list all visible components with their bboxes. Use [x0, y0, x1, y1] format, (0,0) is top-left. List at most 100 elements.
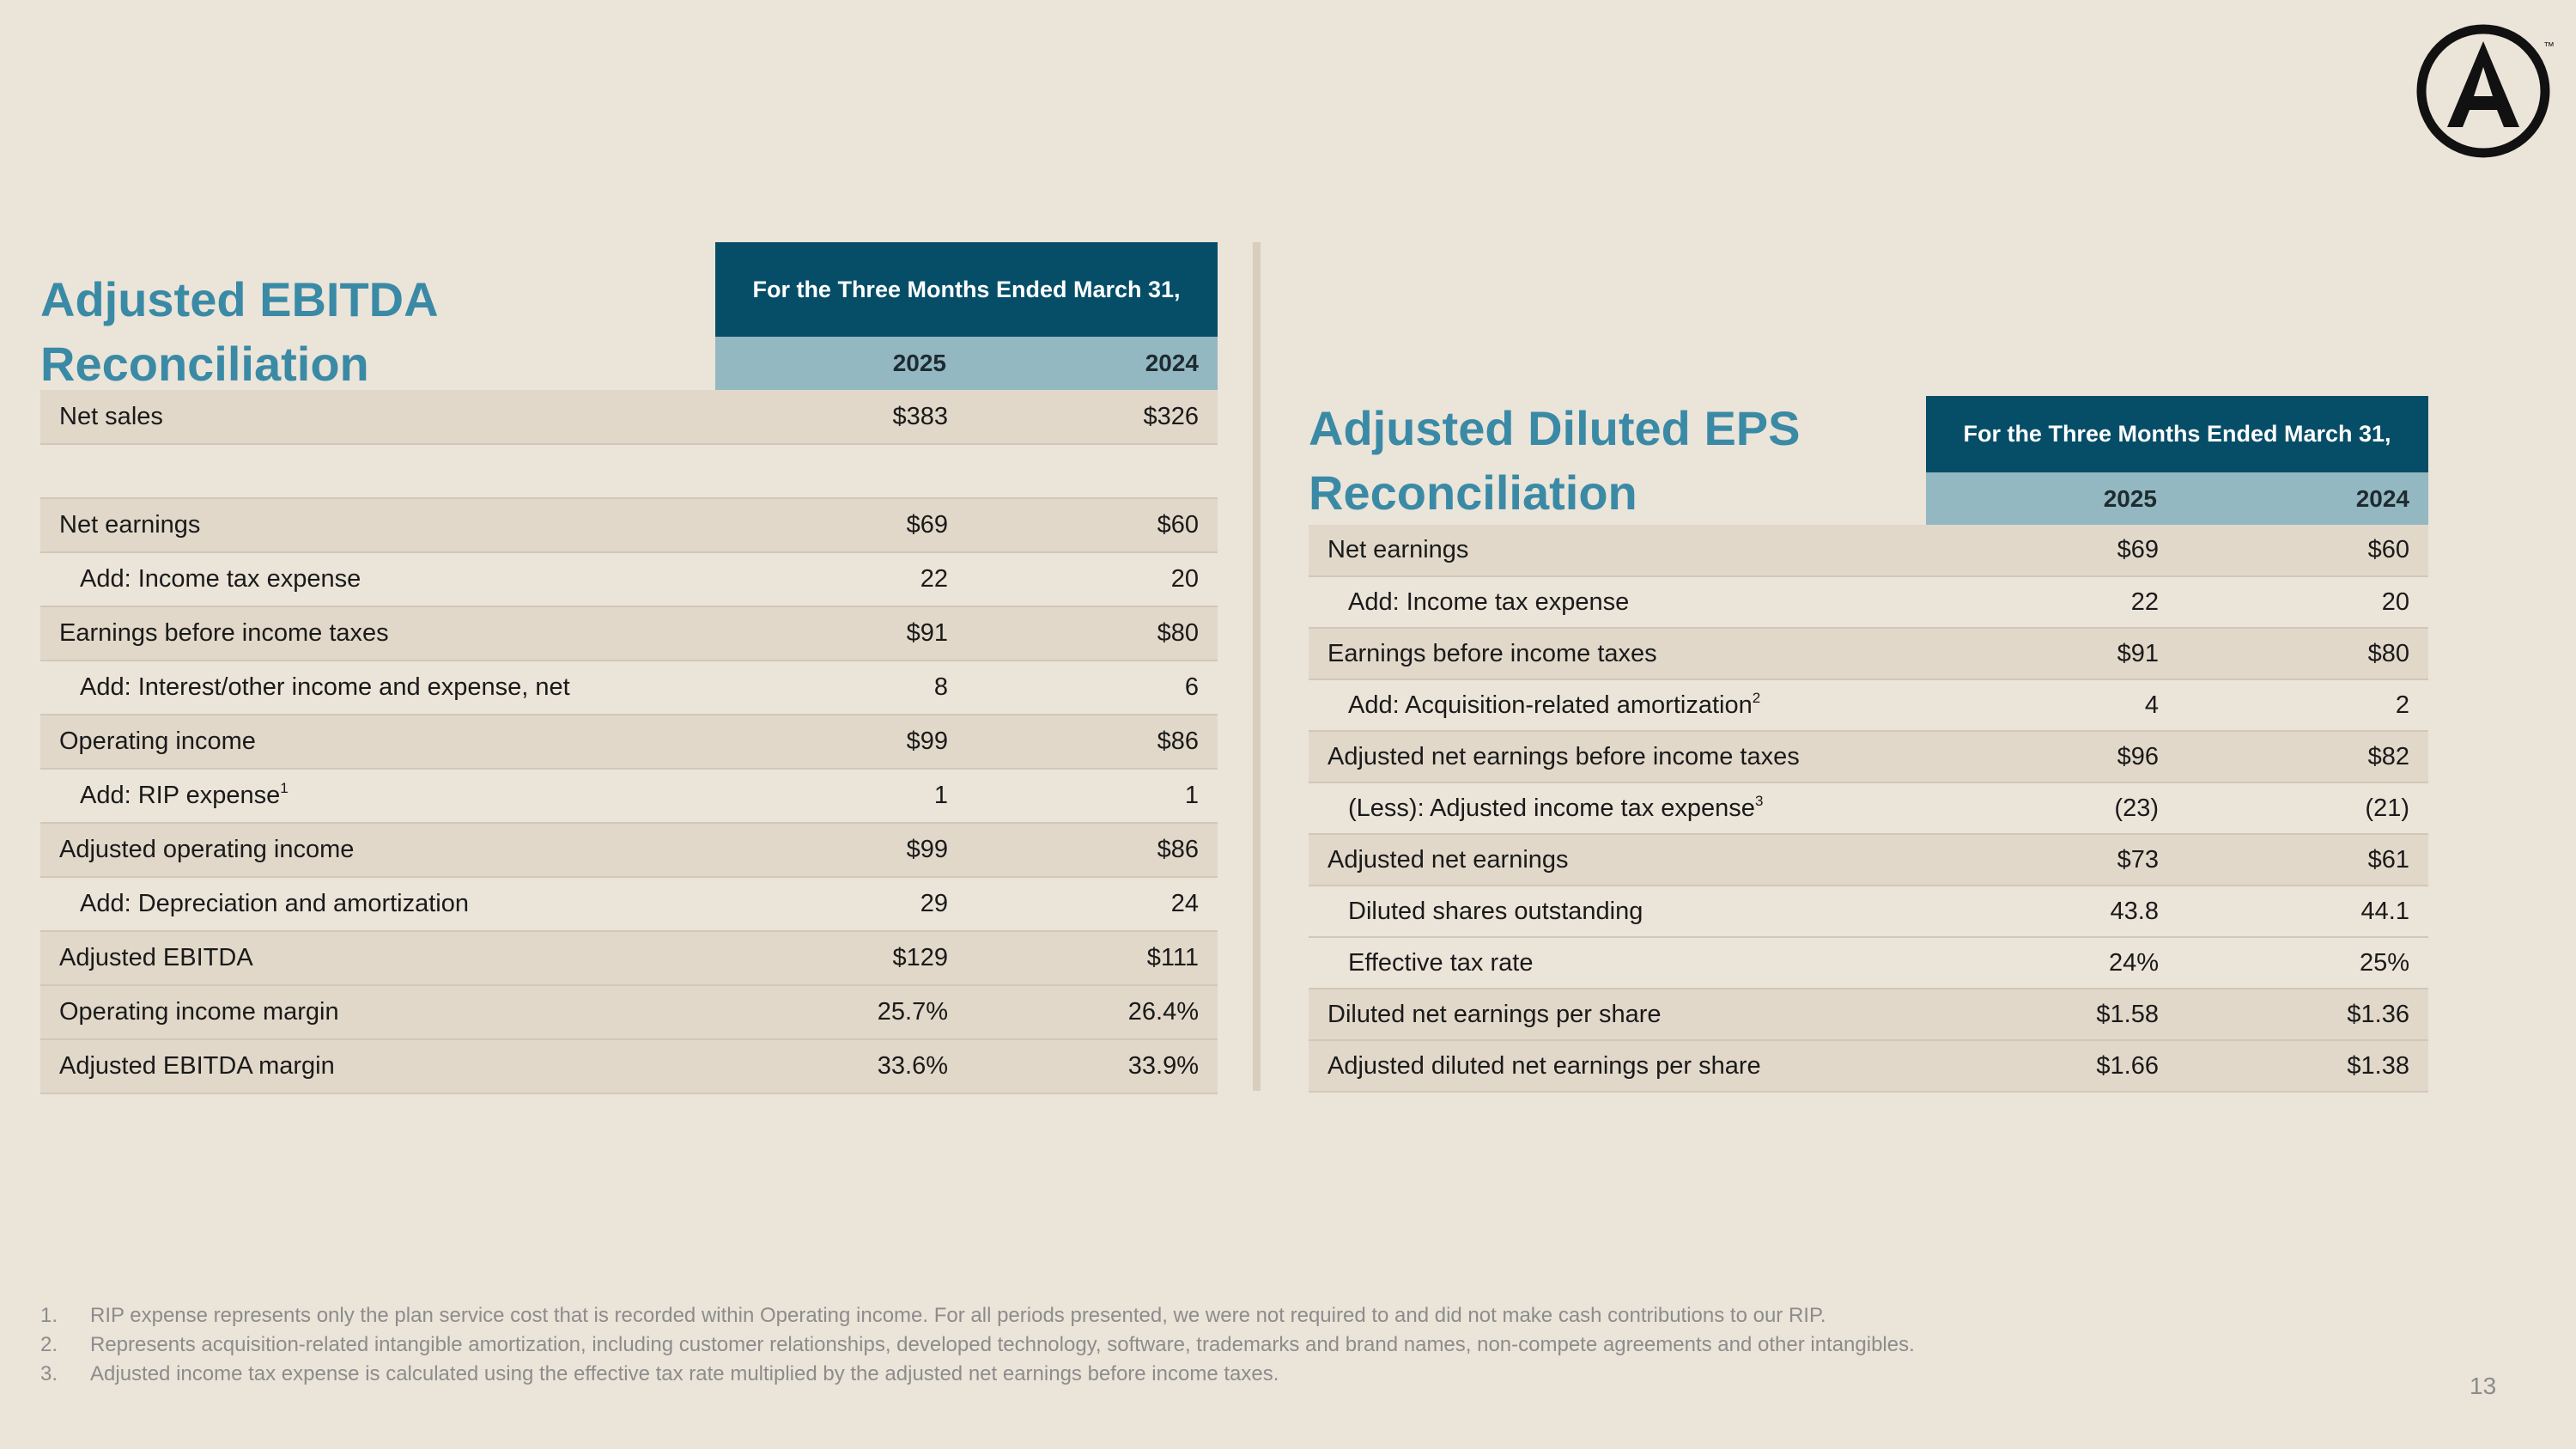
- eps-year-2025: 2025: [2103, 484, 2157, 512]
- ebitda-table: Net sales $383 $326 Net earnings $69 $60…: [40, 390, 1218, 1094]
- page-number: 13: [2470, 1373, 2497, 1399]
- footnote-ref: 3: [1754, 792, 1764, 809]
- row-label: Add: Income tax expense: [40, 552, 715, 607]
- value-2024: 25%: [2178, 937, 2428, 989]
- footnote-item: 2. Represents acquisition-related intang…: [40, 1330, 2445, 1360]
- value-2025: $1.66: [1926, 1040, 2178, 1093]
- value-2025: $73: [1926, 834, 2178, 886]
- table-row: Adjusted diluted net earnings per share …: [1309, 1040, 2428, 1093]
- value-2024: $80: [967, 606, 1218, 661]
- row-label: Earnings before income taxes: [40, 606, 715, 661]
- footnote-text: Adjusted income tax expense is calculate…: [90, 1362, 1279, 1385]
- value-2024: $60: [967, 498, 1218, 553]
- row-label: Effective tax rate: [1309, 937, 1926, 989]
- row-label: Operating income margin: [40, 985, 715, 1040]
- row-label: Add: Depreciation and amortization: [40, 877, 715, 932]
- value-2024: 20: [2178, 576, 2428, 629]
- value-2024: $80: [2178, 628, 2428, 680]
- footnote-ref: 2: [1752, 689, 1761, 706]
- value-2024: $82: [2178, 731, 2428, 783]
- row-label: Adjusted diluted net earnings per share: [1309, 1040, 1926, 1093]
- table-row: Operating income $99 $86: [40, 715, 1218, 770]
- table-row: Adjusted net earnings before income taxe…: [1309, 731, 2428, 783]
- row-label: Add: Interest/other income and expense, …: [40, 661, 715, 715]
- value-2024: $1.36: [2178, 989, 2428, 1041]
- row-label: Adjusted EBITDA: [40, 931, 715, 986]
- row-label: Net earnings: [1309, 525, 1926, 577]
- footnote-item: 3. Adjusted income tax expense is calcul…: [40, 1360, 2445, 1389]
- eps-year-header: 2025 2024: [1926, 472, 2428, 525]
- value-2025: $91: [715, 606, 967, 661]
- row-label: Diluted net earnings per share: [1309, 989, 1926, 1041]
- value-2024: $86: [967, 823, 1218, 878]
- ebitda-year-header: 2025 2024: [715, 337, 1218, 390]
- value-2025: $383: [715, 390, 967, 445]
- table-row: Operating income margin 25.7% 26.4%: [40, 985, 1218, 1040]
- value-2025: 4: [1926, 679, 2178, 732]
- value-2024: (21): [2178, 782, 2428, 835]
- value-2024: $61: [2178, 834, 2428, 886]
- value-2024: 26.4%: [967, 985, 1218, 1040]
- value-2025: $99: [715, 823, 967, 878]
- value-2024: $86: [967, 715, 1218, 770]
- company-logo: [2415, 22, 2552, 160]
- value-2025: 22: [1926, 576, 2178, 629]
- row-label: Adjusted net earnings: [1309, 834, 1926, 886]
- value-2024: 20: [967, 552, 1218, 607]
- value-2025: 24%: [1926, 937, 2178, 989]
- footnote-text: RIP expense represents only the plan ser…: [90, 1304, 1826, 1327]
- table-row: Adjusted operating income $99 $86: [40, 823, 1218, 878]
- value-2024: 24: [967, 877, 1218, 932]
- circle-a-logo-icon: [2416, 24, 2550, 158]
- value-2025: $91: [1926, 628, 2178, 680]
- row-label: Add: Income tax expense: [1309, 576, 1926, 629]
- footnote-text: Represents acquisition-related intangibl…: [90, 1333, 1915, 1356]
- ebitda-title: Adjusted EBITDA Reconciliation: [40, 272, 437, 391]
- table-row: Add: RIP expense1 1 1: [40, 769, 1218, 824]
- table-row: Net earnings $69 $60: [1309, 525, 2428, 577]
- value-2025: 33.6%: [715, 1039, 967, 1094]
- table-row: Net earnings $69 $60: [40, 498, 1218, 553]
- footnotes: 1. RIP expense represents only the plan …: [40, 1301, 2445, 1389]
- row-label-text: Add: Acquisition-related amortization: [1348, 691, 1753, 719]
- footnote-number: 2.: [40, 1333, 58, 1356]
- row-label: Adjusted operating income: [40, 823, 715, 878]
- table-row: Adjusted net earnings $73 $61: [1309, 834, 2428, 886]
- value-2024: [967, 444, 1218, 499]
- ebitda-year-2025: 2025: [892, 350, 946, 376]
- value-2025: 29: [715, 877, 967, 932]
- value-2025: 25.7%: [715, 985, 967, 1040]
- footnote-number: 1.: [40, 1304, 58, 1327]
- table-row: Diluted shares outstanding 43.8 44.1: [1309, 886, 2428, 938]
- eps-title: Adjusted Diluted EPS Reconciliation: [1309, 401, 1801, 520]
- value-2024: 2: [2178, 679, 2428, 732]
- value-2025: $129: [715, 931, 967, 986]
- table-row: Net sales $383 $326: [40, 390, 1218, 445]
- value-2025: $69: [715, 498, 967, 553]
- table-row: Add: Income tax expense 22 20: [1309, 576, 2428, 629]
- column-divider: [1253, 242, 1261, 1091]
- table-row: Diluted net earnings per share $1.58 $1.…: [1309, 989, 2428, 1041]
- row-label: Operating income: [40, 715, 715, 770]
- table-row: Add: Income tax expense 22 20: [40, 552, 1218, 607]
- table-row: (Less): Adjusted income tax expense3 (23…: [1309, 782, 2428, 835]
- value-2024: $60: [2178, 525, 2428, 577]
- value-2025: $1.58: [1926, 989, 2178, 1041]
- value-2025: 1: [715, 769, 967, 824]
- ebitda-period-header: For the Three Months Ended March 31,: [715, 242, 1218, 337]
- row-label: Diluted shares outstanding: [1309, 886, 1926, 938]
- value-2025: 22: [715, 552, 967, 607]
- eps-year-2024: 2024: [2355, 484, 2409, 512]
- value-2025: $96: [1926, 731, 2178, 783]
- table-row: Add: Depreciation and amortization 29 24: [40, 877, 1218, 932]
- eps-table: Net earnings $69 $60 Add: Income tax exp…: [1309, 525, 2428, 1093]
- row-label: Net sales: [40, 390, 715, 445]
- table-row: Add: Interest/other income and expense, …: [40, 661, 1218, 715]
- table-row: Add: Acquisition-related amortization2 4…: [1309, 679, 2428, 732]
- footnote-item: 1. RIP expense represents only the plan …: [40, 1301, 2445, 1330]
- footnote-number: 3.: [40, 1362, 58, 1385]
- row-label: Earnings before income taxes: [1309, 628, 1926, 680]
- row-label-text: (Less): Adjusted income tax expense: [1348, 794, 1755, 822]
- table-row: Effective tax rate 24% 25%: [1309, 937, 2428, 989]
- value-2024: 44.1: [2178, 886, 2428, 938]
